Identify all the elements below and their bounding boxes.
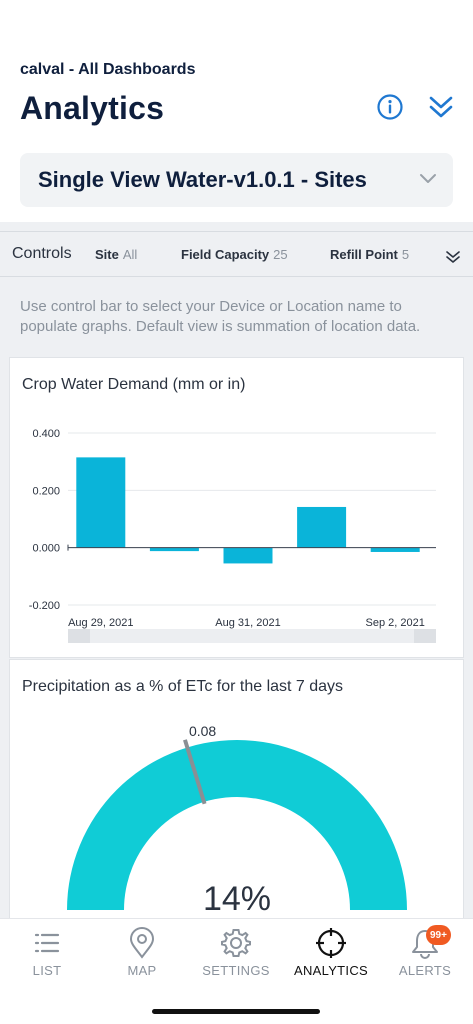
nav-alerts[interactable]: 99+ ALERTS xyxy=(378,919,472,989)
nav-list[interactable]: LIST xyxy=(0,919,94,989)
map-pin-icon xyxy=(128,927,156,959)
gauge-arc xyxy=(67,740,407,910)
breadcrumb[interactable]: calval - All Dashboards xyxy=(20,61,196,78)
nav-alerts-label: ALERTS xyxy=(398,963,452,978)
dashboard-select-value: Single View Water-v1.0.1 - Sites xyxy=(38,167,367,192)
control-site[interactable]: Site All xyxy=(95,247,137,262)
info-button[interactable] xyxy=(375,92,405,122)
x-tick-label: Aug 31, 2021 xyxy=(215,617,280,629)
list-icon xyxy=(33,927,61,959)
control-field-capacity[interactable]: Field Capacity 25 xyxy=(181,247,288,262)
control-field-capacity-value: 25 xyxy=(273,246,288,262)
hint-text: Use control bar to select your Device or… xyxy=(20,298,421,335)
gauge-value: 14% xyxy=(203,880,271,918)
bar xyxy=(370,547,420,552)
bar xyxy=(76,457,126,548)
precipitation-card: Precipitation as a % of ETc for the last… xyxy=(9,659,464,921)
alerts-badge: 99+ xyxy=(426,925,451,945)
control-site-label: Site xyxy=(95,246,119,262)
nav-analytics[interactable]: ANALYTICS xyxy=(284,919,378,989)
control-field-capacity-label: Field Capacity xyxy=(181,246,270,262)
collapse-header-button[interactable] xyxy=(426,92,456,122)
crop-water-demand-chart: 0.400 0.200 0.000 -0.200 Aug 29, 2021 Aug 31,… xyxy=(29,428,436,643)
chevron-down-icon xyxy=(420,174,436,183)
bar xyxy=(149,547,199,552)
nav-settings[interactable]: SETTINGS xyxy=(189,919,283,989)
controls-bar[interactable]: Controls Site All Field Capacity 25 Refill… xyxy=(0,231,473,277)
crosshair-icon xyxy=(315,927,347,959)
bottom-navigation: LIST MAP SETTINGS xyxy=(0,918,473,1024)
bar xyxy=(223,547,273,564)
bar xyxy=(297,506,347,548)
nav-list-label: LIST xyxy=(32,963,62,978)
gauge-marker-label: 0.08 xyxy=(189,723,216,739)
control-site-value: All xyxy=(122,246,138,262)
dashboard-select[interactable]: Single View Water-v1.0.1 - Sites xyxy=(20,153,453,207)
chart-title: Crop Water Demand (mm or in) xyxy=(22,376,246,393)
x-tick-label: Aug 29, 2021 xyxy=(68,617,133,629)
y-tick-label: -0.200 xyxy=(29,600,60,612)
home-indicator xyxy=(152,1009,320,1014)
nav-map[interactable]: MAP xyxy=(95,919,189,989)
control-refill-point[interactable]: Refill Point 5 xyxy=(330,247,409,262)
chart-scroll-handle-left xyxy=(68,629,90,643)
nav-analytics-label: ANALYTICS xyxy=(294,963,368,978)
header: calval - All Dashboards Analytics Single… xyxy=(0,0,473,222)
controls-title: Controls xyxy=(12,245,72,262)
double-chevron-down-icon[interactable] xyxy=(444,248,462,266)
double-chevron-down-icon xyxy=(429,96,453,118)
bell-icon: 99+ xyxy=(410,925,451,959)
nav-settings-label: SETTINGS xyxy=(202,963,270,978)
nav-map-label: MAP xyxy=(127,963,157,978)
control-refill-point-value: 5 xyxy=(401,246,410,262)
gear-icon xyxy=(220,927,252,959)
y-tick-label: 0.400 xyxy=(32,428,60,440)
control-refill-point-label: Refill Point xyxy=(330,246,398,262)
x-tick-label: Sep 2, 2021 xyxy=(366,617,425,629)
chart-scrollbar xyxy=(68,629,436,643)
gauge-title: Precipitation as a % of ETc for the last… xyxy=(22,678,344,695)
y-tick-label: 0.200 xyxy=(32,485,60,497)
crop-water-demand-card: Crop Water Demand (mm or in) 0.400 0.200 0… xyxy=(9,357,464,658)
info-icon xyxy=(377,94,403,120)
chart-scroll-handle-right xyxy=(414,629,436,643)
page-title: Analytics xyxy=(20,90,165,126)
gauge-marker xyxy=(183,739,207,805)
y-tick-label: 0.000 xyxy=(32,543,60,555)
